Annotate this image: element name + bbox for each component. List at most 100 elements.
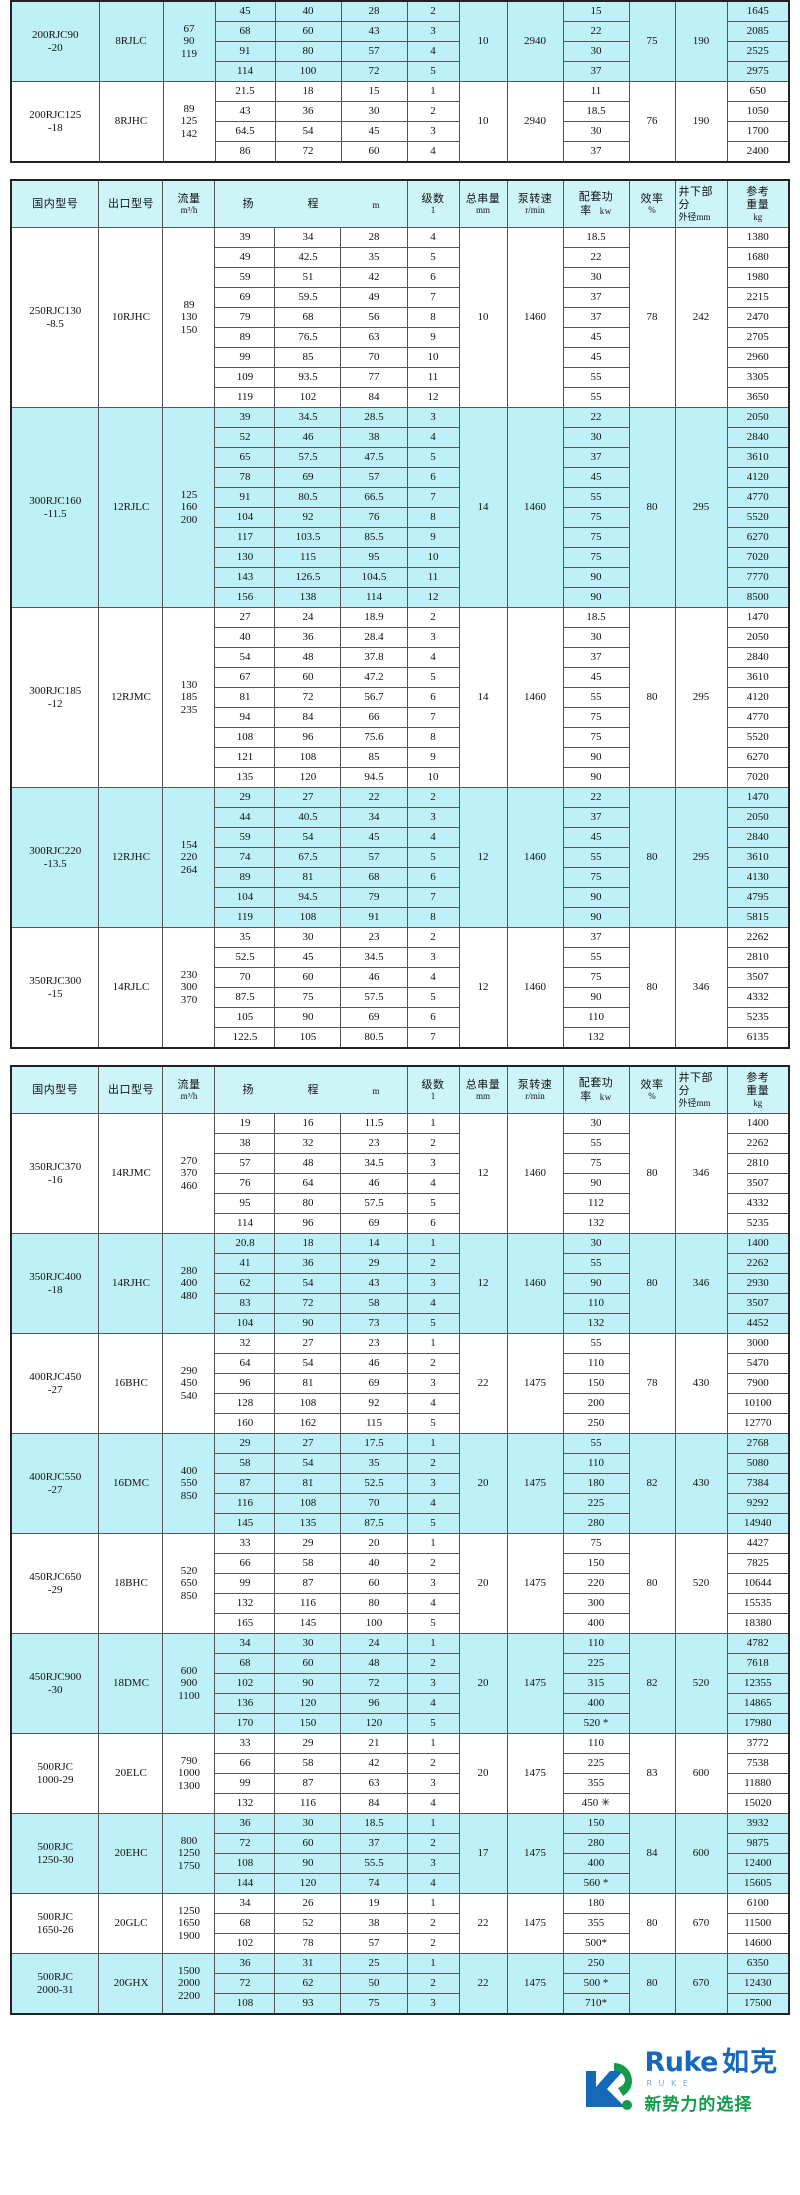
logo-pinyin: R U K E bbox=[646, 2079, 690, 2088]
cell-weight: 5470 bbox=[726, 1353, 790, 1374]
cell-power: 112 bbox=[562, 1193, 630, 1214]
cell-weight: 2050 bbox=[726, 407, 790, 428]
cell-head-1: 76 bbox=[214, 1173, 276, 1194]
cell-head-2: 135 bbox=[274, 1513, 342, 1534]
cell-power: 110 bbox=[562, 1007, 630, 1028]
table-row: 44 40.5 34 3 37 2050 bbox=[11, 807, 790, 828]
cell-head-2: 54 bbox=[274, 121, 342, 142]
cell-head-1: 132 bbox=[214, 1793, 276, 1814]
cell-head-3: 69 bbox=[340, 1213, 408, 1234]
cell-head-1: 39 bbox=[214, 407, 276, 428]
cell-stage: 2 bbox=[406, 1653, 460, 1674]
cell-weight: 2400 bbox=[726, 141, 790, 163]
cell-weight: 4332 bbox=[726, 1193, 790, 1214]
cell-stage: 5 bbox=[406, 1193, 460, 1214]
cell-head-1: 94 bbox=[214, 707, 276, 728]
cell-head-1: 29 bbox=[214, 787, 276, 808]
cell-power: 55 bbox=[562, 1433, 630, 1454]
cell-weight: 7618 bbox=[726, 1653, 790, 1674]
cell-head-1: 121 bbox=[214, 747, 276, 768]
cell-weight: 1380 bbox=[726, 227, 790, 248]
cell-weight: 5815 bbox=[726, 907, 790, 928]
cell-domestic-model: 500RJC 1250-30 bbox=[10, 1813, 100, 1894]
cell-stage: 10 bbox=[406, 767, 460, 788]
ruke-logo-icon bbox=[580, 2057, 638, 2115]
cell-power: 45 bbox=[562, 347, 630, 368]
cell-head-3: 18.9 bbox=[340, 607, 408, 628]
cell-head-1: 59 bbox=[214, 827, 276, 848]
table-row: 95 80 57.5 5 112 4332 bbox=[11, 1193, 790, 1214]
cell-power: 250 bbox=[562, 1953, 630, 1974]
cell-head-1: 81 bbox=[214, 687, 276, 708]
cell-power: 75 bbox=[562, 527, 630, 548]
cell-rpm: 1475 bbox=[506, 1333, 564, 1434]
cell-head-2: 84 bbox=[274, 707, 342, 728]
table-spacer bbox=[0, 163, 800, 179]
cell-domestic-model: 500RJC 1650-26 bbox=[10, 1893, 100, 1954]
cell-flow: 89 125 142 bbox=[162, 81, 216, 163]
cell-stage: 2 bbox=[406, 927, 460, 948]
cell-head-2: 138 bbox=[274, 587, 342, 608]
cell-stage: 1 bbox=[406, 1813, 460, 1834]
header-power: 配套功率 kw bbox=[562, 179, 630, 228]
cell-domestic-model: 450RJC900 -30 bbox=[10, 1633, 100, 1734]
cell-head-3: 87.5 bbox=[340, 1513, 408, 1534]
cell-power: 11 bbox=[562, 81, 630, 102]
cell-power: 37 bbox=[562, 447, 630, 468]
cell-power: 75 bbox=[562, 1533, 630, 1554]
cell-head-1: 135 bbox=[214, 767, 276, 788]
cell-head-3: 45 bbox=[340, 827, 408, 848]
cell-power: 110 bbox=[562, 1353, 630, 1374]
cell-stage: 1 bbox=[406, 1433, 460, 1454]
cell-weight: 12355 bbox=[726, 1673, 790, 1694]
cell-flow: 280 400 480 bbox=[162, 1233, 216, 1334]
cell-head-3: 72 bbox=[340, 1673, 408, 1694]
cell-head-1: 104 bbox=[214, 887, 276, 908]
cell-head-1: 130 bbox=[214, 547, 276, 568]
cell-power: 30 bbox=[562, 1233, 630, 1254]
cell-head-1: 144 bbox=[214, 1873, 276, 1894]
cell-head-2: 108 bbox=[274, 1493, 342, 1514]
table-row: 122.5 105 80.5 7 132 6135 bbox=[11, 1027, 790, 1049]
cell-head-2: 72 bbox=[274, 1293, 342, 1314]
cell-head-3: 42 bbox=[340, 267, 408, 288]
cell-power: 30 bbox=[562, 41, 630, 62]
cell-head-1: 72 bbox=[214, 1833, 276, 1854]
cell-export-model: 12RJHC bbox=[98, 787, 164, 928]
cell-head-3: 95 bbox=[340, 547, 408, 568]
cell-head-2: 30 bbox=[274, 1813, 342, 1834]
cell-head-3: 17.5 bbox=[340, 1433, 408, 1454]
cell-power: 180 bbox=[562, 1473, 630, 1494]
table-row: 105 90 69 6 110 5235 bbox=[11, 1007, 790, 1028]
cell-efficiency: 80 bbox=[628, 927, 676, 1049]
cell-stage: 11 bbox=[406, 367, 460, 388]
cell-efficiency: 80 bbox=[628, 407, 676, 608]
cell-weight: 1470 bbox=[726, 607, 790, 628]
cell-total-length: 12 bbox=[458, 1233, 508, 1334]
cell-head-1: 105 bbox=[214, 1007, 276, 1028]
cell-weight: 9292 bbox=[726, 1493, 790, 1514]
cell-head-1: 104 bbox=[214, 507, 276, 528]
cell-diameter: 295 bbox=[674, 407, 728, 608]
cell-weight: 2960 bbox=[726, 347, 790, 368]
cell-head-3: 23 bbox=[340, 1133, 408, 1154]
cell-export-model: 16DMC bbox=[98, 1433, 164, 1534]
cell-head-2: 108 bbox=[274, 747, 342, 768]
table-row: 350RJC370 -16 14RJMC 270 370 460 19 16 11.5 1 12 14… bbox=[10, 1113, 790, 1234]
cell-head-3: 75 bbox=[340, 1993, 408, 2015]
cell-head-1: 114 bbox=[214, 61, 276, 82]
cell-head-1: 67 bbox=[214, 667, 276, 688]
cell-power: 18.5 bbox=[562, 607, 630, 628]
header-diameter: 井下部分外径mm bbox=[674, 179, 728, 228]
cell-export-model: 16BHC bbox=[98, 1333, 164, 1434]
cell-head-3: 23 bbox=[340, 1333, 408, 1354]
cell-head-2: 60 bbox=[274, 1653, 342, 1674]
cell-head-2: 40 bbox=[274, 0, 342, 22]
cell-export-model: 20EHC bbox=[98, 1813, 164, 1894]
cell-weight: 650 bbox=[726, 81, 790, 102]
cell-head-1: 45 bbox=[214, 0, 276, 22]
cell-power: 150 bbox=[562, 1553, 630, 1574]
cell-weight: 4452 bbox=[726, 1313, 790, 1334]
cell-power: 22 bbox=[562, 21, 630, 42]
cell-stage: 1 bbox=[406, 81, 460, 102]
